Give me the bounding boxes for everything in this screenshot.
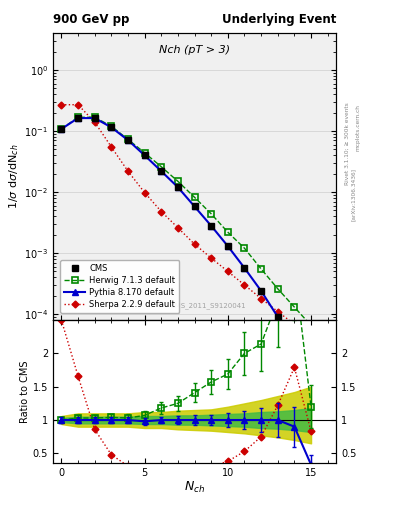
Text: [arXiv:1306.3436]: [arXiv:1306.3436]	[351, 168, 356, 221]
Text: Underlying Event: Underlying Event	[222, 13, 336, 26]
X-axis label: $N_{ch}$: $N_{ch}$	[184, 480, 205, 495]
Legend: CMS, Herwig 7.1.3 default, Pythia 8.170 default, Sherpa 2.2.9 default: CMS, Herwig 7.1.3 default, Pythia 8.170 …	[60, 260, 179, 313]
Text: Nch (pT > 3): Nch (pT > 3)	[159, 45, 230, 55]
Text: CMS_2011_S9120041: CMS_2011_S9120041	[171, 302, 246, 309]
Text: mcplots.cern.ch: mcplots.cern.ch	[356, 104, 361, 152]
Text: Rivet 3.1.10; ≥ 300k events: Rivet 3.1.10; ≥ 300k events	[345, 102, 350, 185]
Y-axis label: Ratio to CMS: Ratio to CMS	[20, 360, 30, 423]
Text: 900 GeV pp: 900 GeV pp	[53, 13, 129, 26]
Y-axis label: 1/$\sigma$ d$\sigma$/dN$_{ch}$: 1/$\sigma$ d$\sigma$/dN$_{ch}$	[7, 144, 21, 209]
